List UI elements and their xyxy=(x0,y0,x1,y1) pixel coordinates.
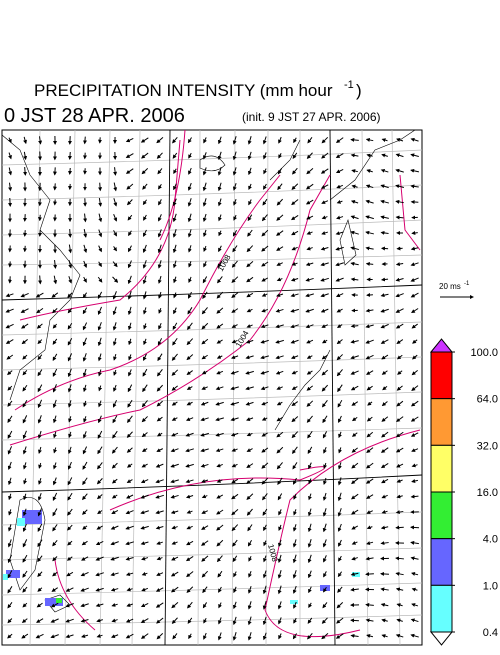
colorbar-label: 32.0 xyxy=(477,440,498,452)
map-frame xyxy=(2,130,422,645)
colorbar-segment xyxy=(431,399,452,446)
wind-arrow xyxy=(70,168,71,174)
rain-cell-green xyxy=(56,598,62,603)
colorbar-label: 4.0 xyxy=(483,534,498,546)
wind-arrow xyxy=(70,229,71,237)
wind-arrow xyxy=(396,527,404,528)
map-area: 1008 1004 1008 xyxy=(2,130,422,645)
colorbar-segment xyxy=(431,585,452,632)
vector-legend-sup: -1 xyxy=(464,281,470,287)
title-end: ) xyxy=(356,81,362,100)
wind-arrow xyxy=(367,264,373,265)
colorbar: 100.0 64.0 32.0 16.0 4.0 1.0 0.4 xyxy=(431,339,498,645)
colorbar-label: 100.0 xyxy=(470,347,498,359)
wind-arrow xyxy=(55,183,56,189)
colorbar-label: 1.0 xyxy=(483,580,498,592)
colorbar-segment xyxy=(431,539,452,586)
wind-arrow xyxy=(351,620,359,621)
title: PRECIPITATION INTENSITY (mm hour xyxy=(34,81,333,100)
colorbar-label: 16.0 xyxy=(477,487,498,499)
colorbar-label: 64.0 xyxy=(477,394,498,406)
wind-arrow xyxy=(381,574,389,575)
wind-arrow xyxy=(70,152,71,159)
wind-arrow xyxy=(412,233,418,234)
valid-time: 0 JST 28 APR. 2006 xyxy=(4,105,185,127)
colorbar-segment xyxy=(431,445,452,492)
colorbar-over xyxy=(431,339,452,352)
wind-arrow xyxy=(85,137,86,144)
wind-arrow xyxy=(100,183,101,191)
colorbar-segment xyxy=(431,352,452,399)
wind-arrow xyxy=(366,574,374,575)
colorbar-under xyxy=(431,632,452,645)
wind-arrow xyxy=(411,527,419,528)
colorbar-label: 0.4 xyxy=(483,627,498,639)
wind-arrow xyxy=(40,276,41,284)
vector-legend: 20 ms xyxy=(439,282,461,291)
colorbar-segment xyxy=(431,492,452,539)
title-sup: -1 xyxy=(344,79,354,91)
init-time: (init. 9 JST 27 APR. 2006) xyxy=(242,110,381,124)
wind-arrow xyxy=(40,199,41,206)
